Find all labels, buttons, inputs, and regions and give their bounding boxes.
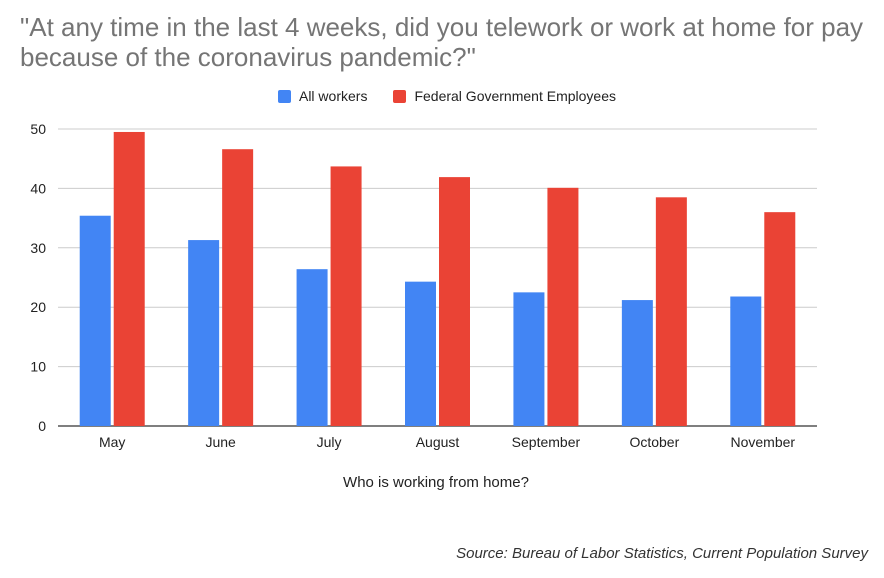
legend-swatch-federal-employees — [393, 89, 407, 103]
legend-label-all-workers: All workers — [298, 88, 368, 104]
bar-all-workers-may — [79, 215, 111, 426]
bar-all-workers-august — [405, 281, 436, 426]
x-tick-label: November — [730, 434, 795, 450]
bar-federal-employees-august — [439, 177, 470, 426]
y-tick-label: 20 — [30, 299, 46, 315]
bar-all-workers-june — [188, 240, 220, 426]
y-tick-label: 10 — [30, 359, 46, 375]
x-tick-label: October — [629, 434, 679, 450]
bar-federal-employees-july — [330, 166, 362, 426]
bar-federal-employees-may — [113, 131, 145, 426]
y-tick-label: 0 — [38, 418, 46, 434]
source-note: Source: Bureau of Labor Statistics, Curr… — [456, 545, 868, 562]
legend-label-federal-employees: Federal Government Employees — [414, 88, 616, 104]
x-tick-label: July — [317, 434, 342, 450]
y-axis-ticks: 0 10 20 30 40 50 — [30, 121, 46, 434]
bar-all-workers-november — [730, 296, 762, 426]
bar-all-workers-october — [621, 300, 653, 426]
chart-title: "At any time in the last 4 weeks, did yo… — [20, 12, 864, 72]
x-tick-label: May — [99, 434, 125, 450]
legend-swatch-all-workers — [277, 89, 291, 103]
bar-federal-employees-november — [764, 212, 796, 426]
x-tick-label: June — [205, 434, 236, 450]
x-tick-label: September — [512, 434, 581, 450]
bar-all-workers-september — [513, 292, 545, 426]
bar-federal-employees-october — [655, 197, 687, 426]
gridlines — [58, 128, 817, 427]
bars — [79, 131, 796, 427]
bar-federal-employees-september — [547, 187, 579, 426]
y-tick-label: 50 — [30, 121, 46, 137]
legend: All workers Federal Government Employees — [0, 86, 884, 106]
x-axis-categories: May June July August September October Novembe… — [99, 434, 795, 450]
x-tick-label: August — [416, 434, 460, 450]
bar-federal-employees-june — [222, 149, 254, 427]
x-axis-title: Who is working from home? — [343, 474, 529, 491]
bar-all-workers-july — [296, 269, 328, 426]
y-tick-label: 40 — [30, 180, 46, 196]
y-tick-label: 30 — [30, 240, 46, 256]
legend-item-federal-employees: Federal Government Employees — [393, 88, 616, 104]
legend-item-all-workers: All workers — [277, 88, 368, 104]
